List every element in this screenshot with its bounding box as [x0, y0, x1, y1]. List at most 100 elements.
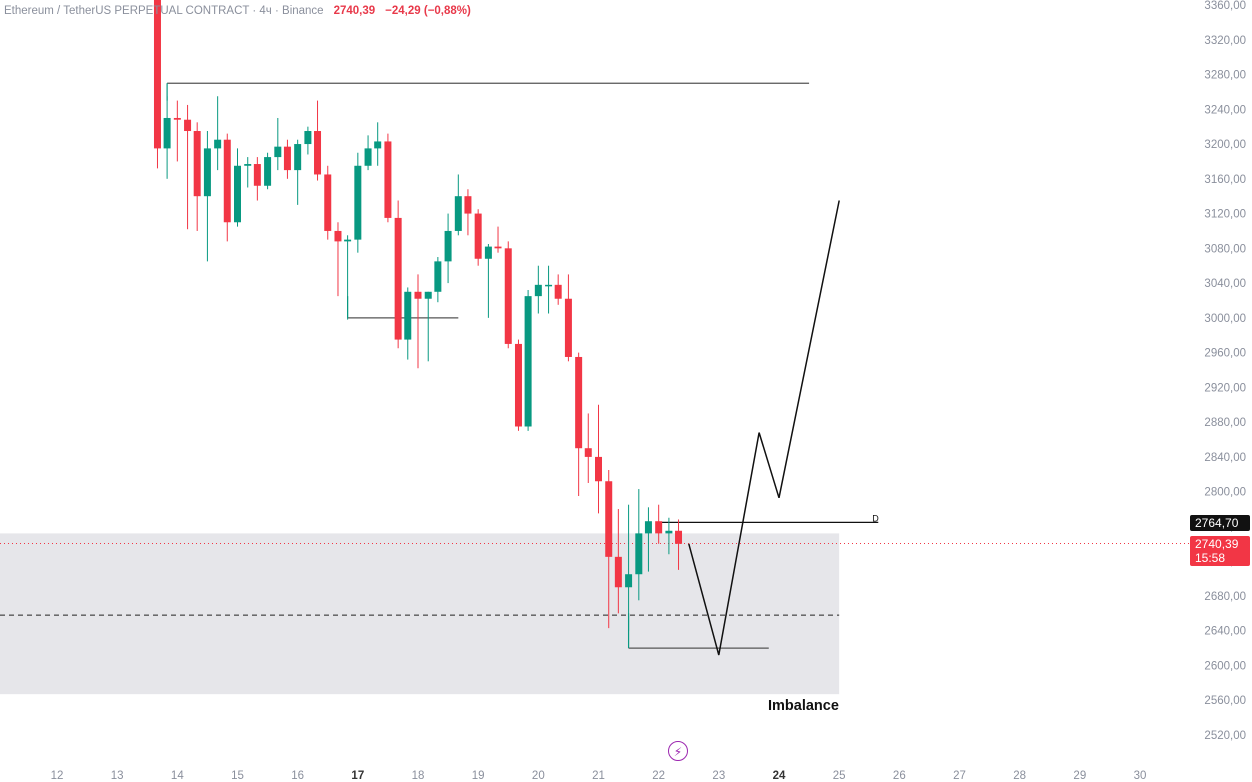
candle-body — [193, 131, 201, 197]
y-tick-label: 3200,00 — [1204, 139, 1246, 151]
candle-body — [203, 148, 211, 197]
x-tick-label: 19 — [472, 770, 485, 782]
x-tick-label: 16 — [291, 770, 304, 782]
x-tick-label: 12 — [51, 770, 64, 782]
candle — [605, 469, 613, 629]
x-tick-label: 25 — [833, 770, 846, 782]
candle — [244, 157, 252, 188]
y-tick-label: 3320,00 — [1204, 35, 1246, 47]
candle-body — [214, 139, 222, 149]
candle — [524, 290, 532, 431]
candle — [514, 339, 522, 431]
candle — [344, 235, 352, 320]
candle — [644, 507, 652, 572]
candle — [414, 274, 422, 369]
candle-body — [234, 165, 241, 223]
candle-body — [294, 144, 302, 171]
candle-body — [424, 291, 432, 299]
candle — [193, 122, 201, 231]
candle — [595, 404, 602, 514]
y-tick-label: 2880,00 — [1204, 417, 1246, 429]
candle — [575, 352, 583, 497]
candle-body — [484, 246, 492, 259]
bar-countdown: 15:58 — [1195, 551, 1226, 565]
candle-body — [494, 246, 502, 249]
x-tick-label: 28 — [1013, 770, 1026, 782]
candle-body — [384, 141, 392, 218]
candle — [554, 274, 562, 305]
candle — [384, 133, 392, 223]
candle-body — [253, 164, 261, 186]
candle-body — [635, 533, 643, 575]
y-tick-label: 3080,00 — [1204, 243, 1246, 255]
last-price-value: 2740,39 — [1195, 537, 1239, 551]
candle — [184, 104, 192, 230]
candle-body — [244, 164, 252, 166]
candle — [434, 257, 442, 303]
candle-body — [354, 165, 362, 240]
x-tick-label: 15 — [231, 770, 244, 782]
candle — [173, 100, 181, 162]
candle-body — [514, 343, 522, 427]
y-tick-label: 3280,00 — [1204, 70, 1246, 82]
candle-body — [504, 248, 512, 344]
candle — [234, 148, 241, 227]
candle — [625, 504, 633, 631]
candle-body — [454, 196, 462, 231]
candle — [464, 189, 472, 236]
candle-body — [364, 148, 372, 166]
candle-body — [314, 131, 322, 175]
candle — [404, 287, 412, 360]
x-tick-label: 13 — [111, 770, 124, 782]
candle — [163, 96, 171, 179]
chart-legend: Ethereum / TetherUS PERPETUAL CONTRACT ·… — [4, 5, 471, 17]
candle-body — [374, 141, 382, 149]
candle-body — [394, 217, 402, 340]
candle — [283, 139, 291, 179]
x-tick-label: 17 — [351, 770, 364, 782]
candle-body — [184, 119, 192, 132]
candle — [564, 274, 572, 362]
candle-body — [344, 239, 352, 242]
x-tick-label: 29 — [1073, 770, 1086, 782]
candle — [454, 174, 462, 236]
x-tick-label: 20 — [532, 770, 545, 782]
candle — [474, 209, 482, 266]
y-tick-label: 2640,00 — [1204, 626, 1246, 638]
y-tick-label: 2960,00 — [1204, 348, 1246, 360]
candle-body — [675, 530, 683, 544]
candle — [494, 226, 502, 253]
candle-body — [404, 291, 412, 340]
y-tick-label: 3000,00 — [1204, 313, 1246, 325]
candle — [534, 265, 542, 314]
candle-body — [304, 131, 312, 145]
candle-body — [564, 298, 572, 357]
candle — [394, 200, 402, 349]
candle — [203, 131, 211, 262]
candle-body — [414, 291, 422, 299]
candle-body — [614, 556, 622, 588]
candle-body — [655, 521, 663, 534]
level-marker-label: D — [872, 513, 879, 523]
price-axis[interactable]: 2520,002560,002600,002640,002680,002720,… — [1204, 0, 1246, 742]
x-tick-label: 21 — [592, 770, 605, 782]
y-tick-label: 2680,00 — [1204, 591, 1246, 603]
candle — [444, 213, 452, 284]
time-axis[interactable]: 12 13 14 15 16 17 18 19 20 21 22 23 24 25 26 27 28 29 30 — [51, 770, 1147, 782]
last-price: 2740,39 — [333, 5, 376, 17]
candle-body — [554, 284, 562, 299]
candle — [635, 489, 643, 601]
y-tick-label: 3240,00 — [1204, 104, 1246, 116]
y-tick-label: 3040,00 — [1204, 278, 1246, 290]
candle — [614, 509, 622, 614]
last-price-tag: 2740,39 15:58 — [1190, 536, 1250, 566]
candle-body — [324, 174, 332, 231]
price-change: −24,29 (−0,88%) — [385, 5, 471, 17]
candle-body — [605, 481, 613, 557]
lightning-icon[interactable]: ⚡ — [668, 741, 688, 761]
candle-body — [173, 117, 181, 120]
candle — [424, 291, 432, 362]
projection-path — [688, 200, 840, 656]
candle-body — [575, 356, 583, 449]
